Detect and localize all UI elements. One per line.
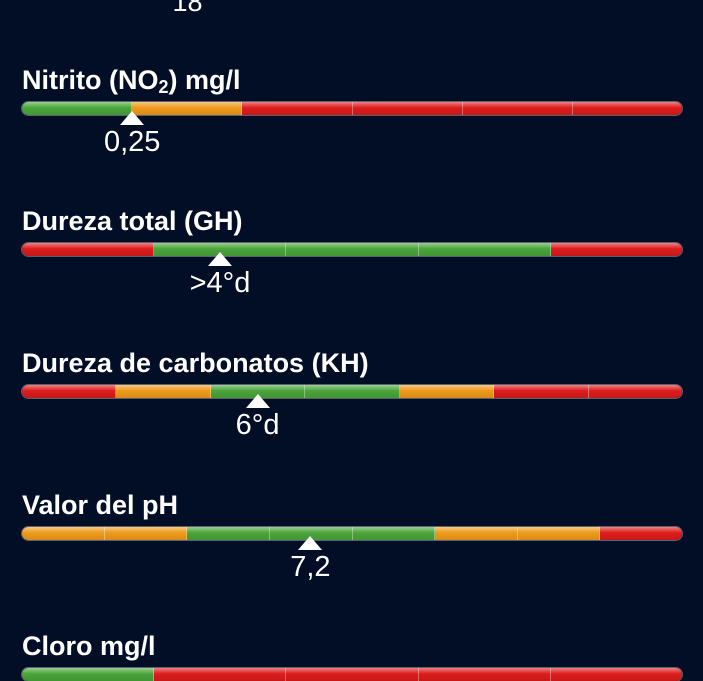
range-segment-green <box>286 243 419 256</box>
range-bar <box>22 385 682 398</box>
parameter-nitrito: Nitrito (NO2) mg/l 0,25 <box>22 62 682 158</box>
range-segment-orange <box>435 527 518 540</box>
range-segment-red <box>242 102 353 115</box>
range-segment-red <box>352 102 463 115</box>
parameter-kh: Dureza de carbonatos (KH) 6°d <box>22 345 682 441</box>
range-segment-red <box>600 527 682 540</box>
value-marker-icon <box>298 536 323 550</box>
measured-value: 7,2 <box>290 551 331 583</box>
range-segment-orange <box>22 527 105 540</box>
range-segment-orange <box>104 527 188 540</box>
measured-value: >4°d <box>189 267 251 299</box>
range-segment-red <box>22 243 155 256</box>
range-segment-green <box>305 385 400 398</box>
parameter-gh: Dureza total (GH) >4°d <box>22 203 682 299</box>
parameter-ph: Valor del pH 7,2 <box>22 487 682 583</box>
range-segment-orange <box>116 385 211 398</box>
range-segment-red <box>22 385 117 398</box>
range-segment-green <box>269 527 353 540</box>
range-segment-green <box>352 527 436 540</box>
parameter-title: Cloro mg/l <box>22 631 156 661</box>
parameter-title: Valor del pH <box>22 490 179 520</box>
range-segment-red <box>462 102 573 115</box>
measured-value: 0,25 <box>103 126 161 158</box>
range-segment-red <box>494 385 589 398</box>
value-marker-icon <box>245 394 270 408</box>
range-bar <box>22 243 682 256</box>
previous-parameter-value: 18 <box>172 0 203 17</box>
parameter-title: Dureza de carbonatos (KH) <box>22 348 369 378</box>
value-marker-icon <box>208 252 232 266</box>
range-segment-red <box>588 385 682 398</box>
range-segment-orange <box>399 385 495 398</box>
parameter-title: Nitrito (NO2) mg/l <box>22 65 241 97</box>
range-segment-green <box>154 243 287 256</box>
range-segment-green <box>187 527 270 540</box>
range-bar <box>22 527 682 540</box>
parameter-cloro: Cloro mg/l <box>22 628 682 681</box>
range-segment-green <box>210 385 306 398</box>
range-segment-green <box>22 102 133 115</box>
range-segment-orange <box>517 527 601 540</box>
range-segment-red <box>550 243 682 256</box>
range-segment-red <box>572 102 682 115</box>
range-bar <box>22 102 682 115</box>
measured-value: 6°d <box>235 409 280 441</box>
range-segment-green <box>418 243 551 256</box>
value-marker-icon <box>120 111 145 125</box>
range-segment-orange <box>132 102 243 115</box>
parameter-title: Dureza total (GH) <box>22 206 243 236</box>
